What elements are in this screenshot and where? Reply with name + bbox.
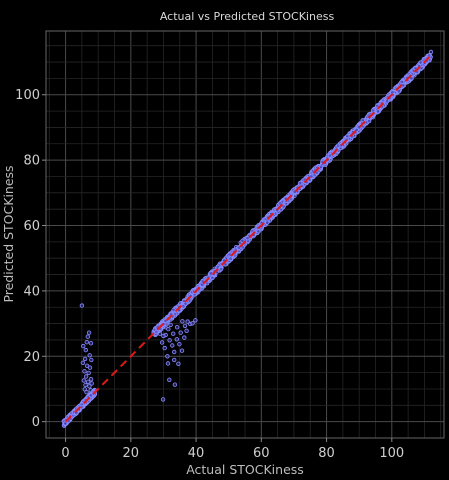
data-point xyxy=(86,370,91,376)
data-point xyxy=(182,335,187,340)
data-point xyxy=(418,60,423,65)
data-point xyxy=(82,369,87,374)
chart-title: Actual vs Predicted STOCKiness xyxy=(160,10,335,23)
data-point xyxy=(419,65,424,71)
data-point xyxy=(384,99,390,104)
y-axis-ticks: 0 20 40 60 80 100 xyxy=(15,88,46,430)
data-point xyxy=(185,319,190,324)
data-point xyxy=(167,338,172,343)
data-point xyxy=(327,153,333,158)
identity-reference-line xyxy=(64,54,432,423)
y-tick-label: 80 xyxy=(23,154,40,169)
data-point xyxy=(215,264,220,270)
data-point xyxy=(177,342,182,347)
data-point xyxy=(281,204,286,209)
data-point xyxy=(370,108,376,113)
data-point xyxy=(165,361,171,366)
x-axis-label: Actual STOCKiness xyxy=(186,462,304,477)
data-point xyxy=(390,89,395,95)
data-point xyxy=(171,349,177,355)
data-point xyxy=(84,390,89,395)
data-point xyxy=(190,321,195,326)
data-point xyxy=(176,361,181,366)
data-point xyxy=(184,328,189,333)
data-point xyxy=(375,103,380,108)
plot-frame xyxy=(45,30,445,439)
data-point xyxy=(336,143,341,148)
data-point xyxy=(426,53,432,58)
y-tick-label: 40 xyxy=(23,284,40,299)
data-point xyxy=(170,331,176,336)
data-point xyxy=(154,329,159,335)
data-point xyxy=(174,325,180,330)
y-tick-label: 60 xyxy=(23,219,40,234)
data-point xyxy=(360,118,365,123)
data-point xyxy=(161,333,166,339)
data-point xyxy=(87,365,93,370)
data-point xyxy=(172,382,178,387)
data-point xyxy=(83,347,88,353)
data-point xyxy=(86,330,92,335)
y-axis-label: Predicted STOCKiness xyxy=(1,165,16,302)
data-point xyxy=(218,266,224,272)
data-point xyxy=(366,118,372,124)
data-point xyxy=(87,384,92,389)
data-point xyxy=(79,303,85,308)
data-point xyxy=(182,323,188,329)
data-point xyxy=(81,378,86,383)
data-point xyxy=(80,343,86,349)
data-point xyxy=(178,330,183,335)
y-tick-label: 0 xyxy=(32,415,40,430)
data-point xyxy=(171,357,177,363)
data-point xyxy=(89,357,94,363)
x-axis-ticks: 0 20 40 60 80 100 xyxy=(61,438,404,461)
x-tick-label: 100 xyxy=(379,446,404,461)
data-point xyxy=(181,304,186,309)
data-point xyxy=(240,238,245,243)
data-point xyxy=(63,421,68,426)
y-tick-label: 100 xyxy=(15,88,40,103)
data-point xyxy=(170,343,175,348)
data-point xyxy=(396,88,402,94)
data-point xyxy=(179,348,185,353)
data-point xyxy=(82,356,88,362)
y-tick-label: 20 xyxy=(23,350,40,365)
data-point xyxy=(193,318,198,323)
data-point xyxy=(83,374,89,379)
x-tick-label: 40 xyxy=(188,446,205,461)
data-point xyxy=(84,340,89,345)
data-point xyxy=(159,340,165,345)
data-point xyxy=(165,354,170,359)
data-point xyxy=(375,109,381,114)
x-tick-label: 80 xyxy=(318,446,335,461)
data-point xyxy=(297,180,303,186)
data-point xyxy=(168,322,173,328)
data-point xyxy=(88,393,94,398)
data-point xyxy=(87,353,92,358)
data-point xyxy=(162,345,167,351)
data-point xyxy=(85,379,91,384)
data-point xyxy=(88,377,94,382)
data-point xyxy=(89,381,94,386)
data-point xyxy=(160,397,166,402)
data-point xyxy=(83,382,88,388)
x-tick-label: 20 xyxy=(123,446,140,461)
data-point xyxy=(88,341,94,346)
data-point xyxy=(85,334,90,339)
data-point xyxy=(399,79,404,85)
data-point xyxy=(174,337,179,342)
data-point xyxy=(180,319,185,324)
x-tick-label: 0 xyxy=(61,446,69,461)
data-points xyxy=(61,49,434,428)
grid xyxy=(46,31,444,439)
data-point xyxy=(318,164,324,169)
data-point xyxy=(80,360,86,365)
data-point xyxy=(210,275,215,281)
x-tick-label: 60 xyxy=(253,446,270,461)
data-point xyxy=(171,307,176,313)
data-point xyxy=(167,377,172,382)
data-point xyxy=(228,256,233,261)
